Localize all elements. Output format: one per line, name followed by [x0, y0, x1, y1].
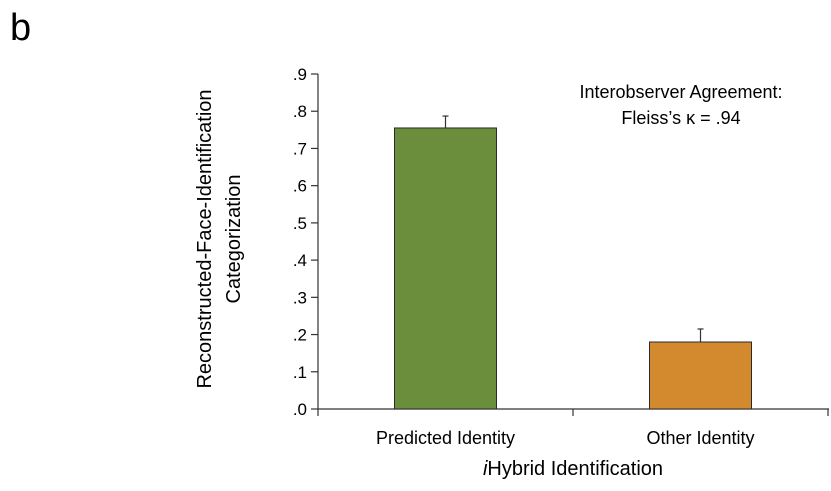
y-axis-title-line1: Reconstructed-Face-Identification [194, 89, 216, 388]
annotation-line1: Interobserver Agreement: [579, 82, 782, 102]
y-axis-title-line2: Categorization [223, 175, 245, 304]
bars-group [394, 115, 752, 410]
y-tick-label: .0 [293, 400, 307, 419]
y-tick-label: .5 [293, 214, 307, 233]
bar [394, 127, 497, 410]
y-tick-label: .4 [293, 251, 307, 270]
category-labels-group: Predicted Identity Other Identity [376, 428, 755, 448]
annotation-line2: Fleiss’s κ = .94 [621, 108, 740, 128]
y-tick-label: .2 [293, 326, 307, 345]
panel-letter: b [10, 7, 31, 49]
bar [649, 341, 752, 410]
x-axis-title-rest: Hybrid Identification [487, 458, 663, 480]
y-tick-label: .1 [293, 363, 307, 382]
category-label: Predicted Identity [376, 428, 515, 448]
category-label: Other Identity [646, 428, 754, 448]
y-tick-label: .8 [293, 102, 307, 121]
y-tick-label: .3 [293, 288, 307, 307]
x-axis-title-prefix: i [483, 458, 488, 480]
y-tick-label: .6 [293, 177, 307, 196]
x-axis-title: iHybrid Identification [483, 458, 663, 480]
y-tick-label: .9 [293, 65, 307, 84]
y-tick-label: .7 [293, 139, 307, 158]
y-ticks-group: .0 .1 .2 .3 .4 .5 .6 .7 .8 .9 [293, 65, 318, 419]
